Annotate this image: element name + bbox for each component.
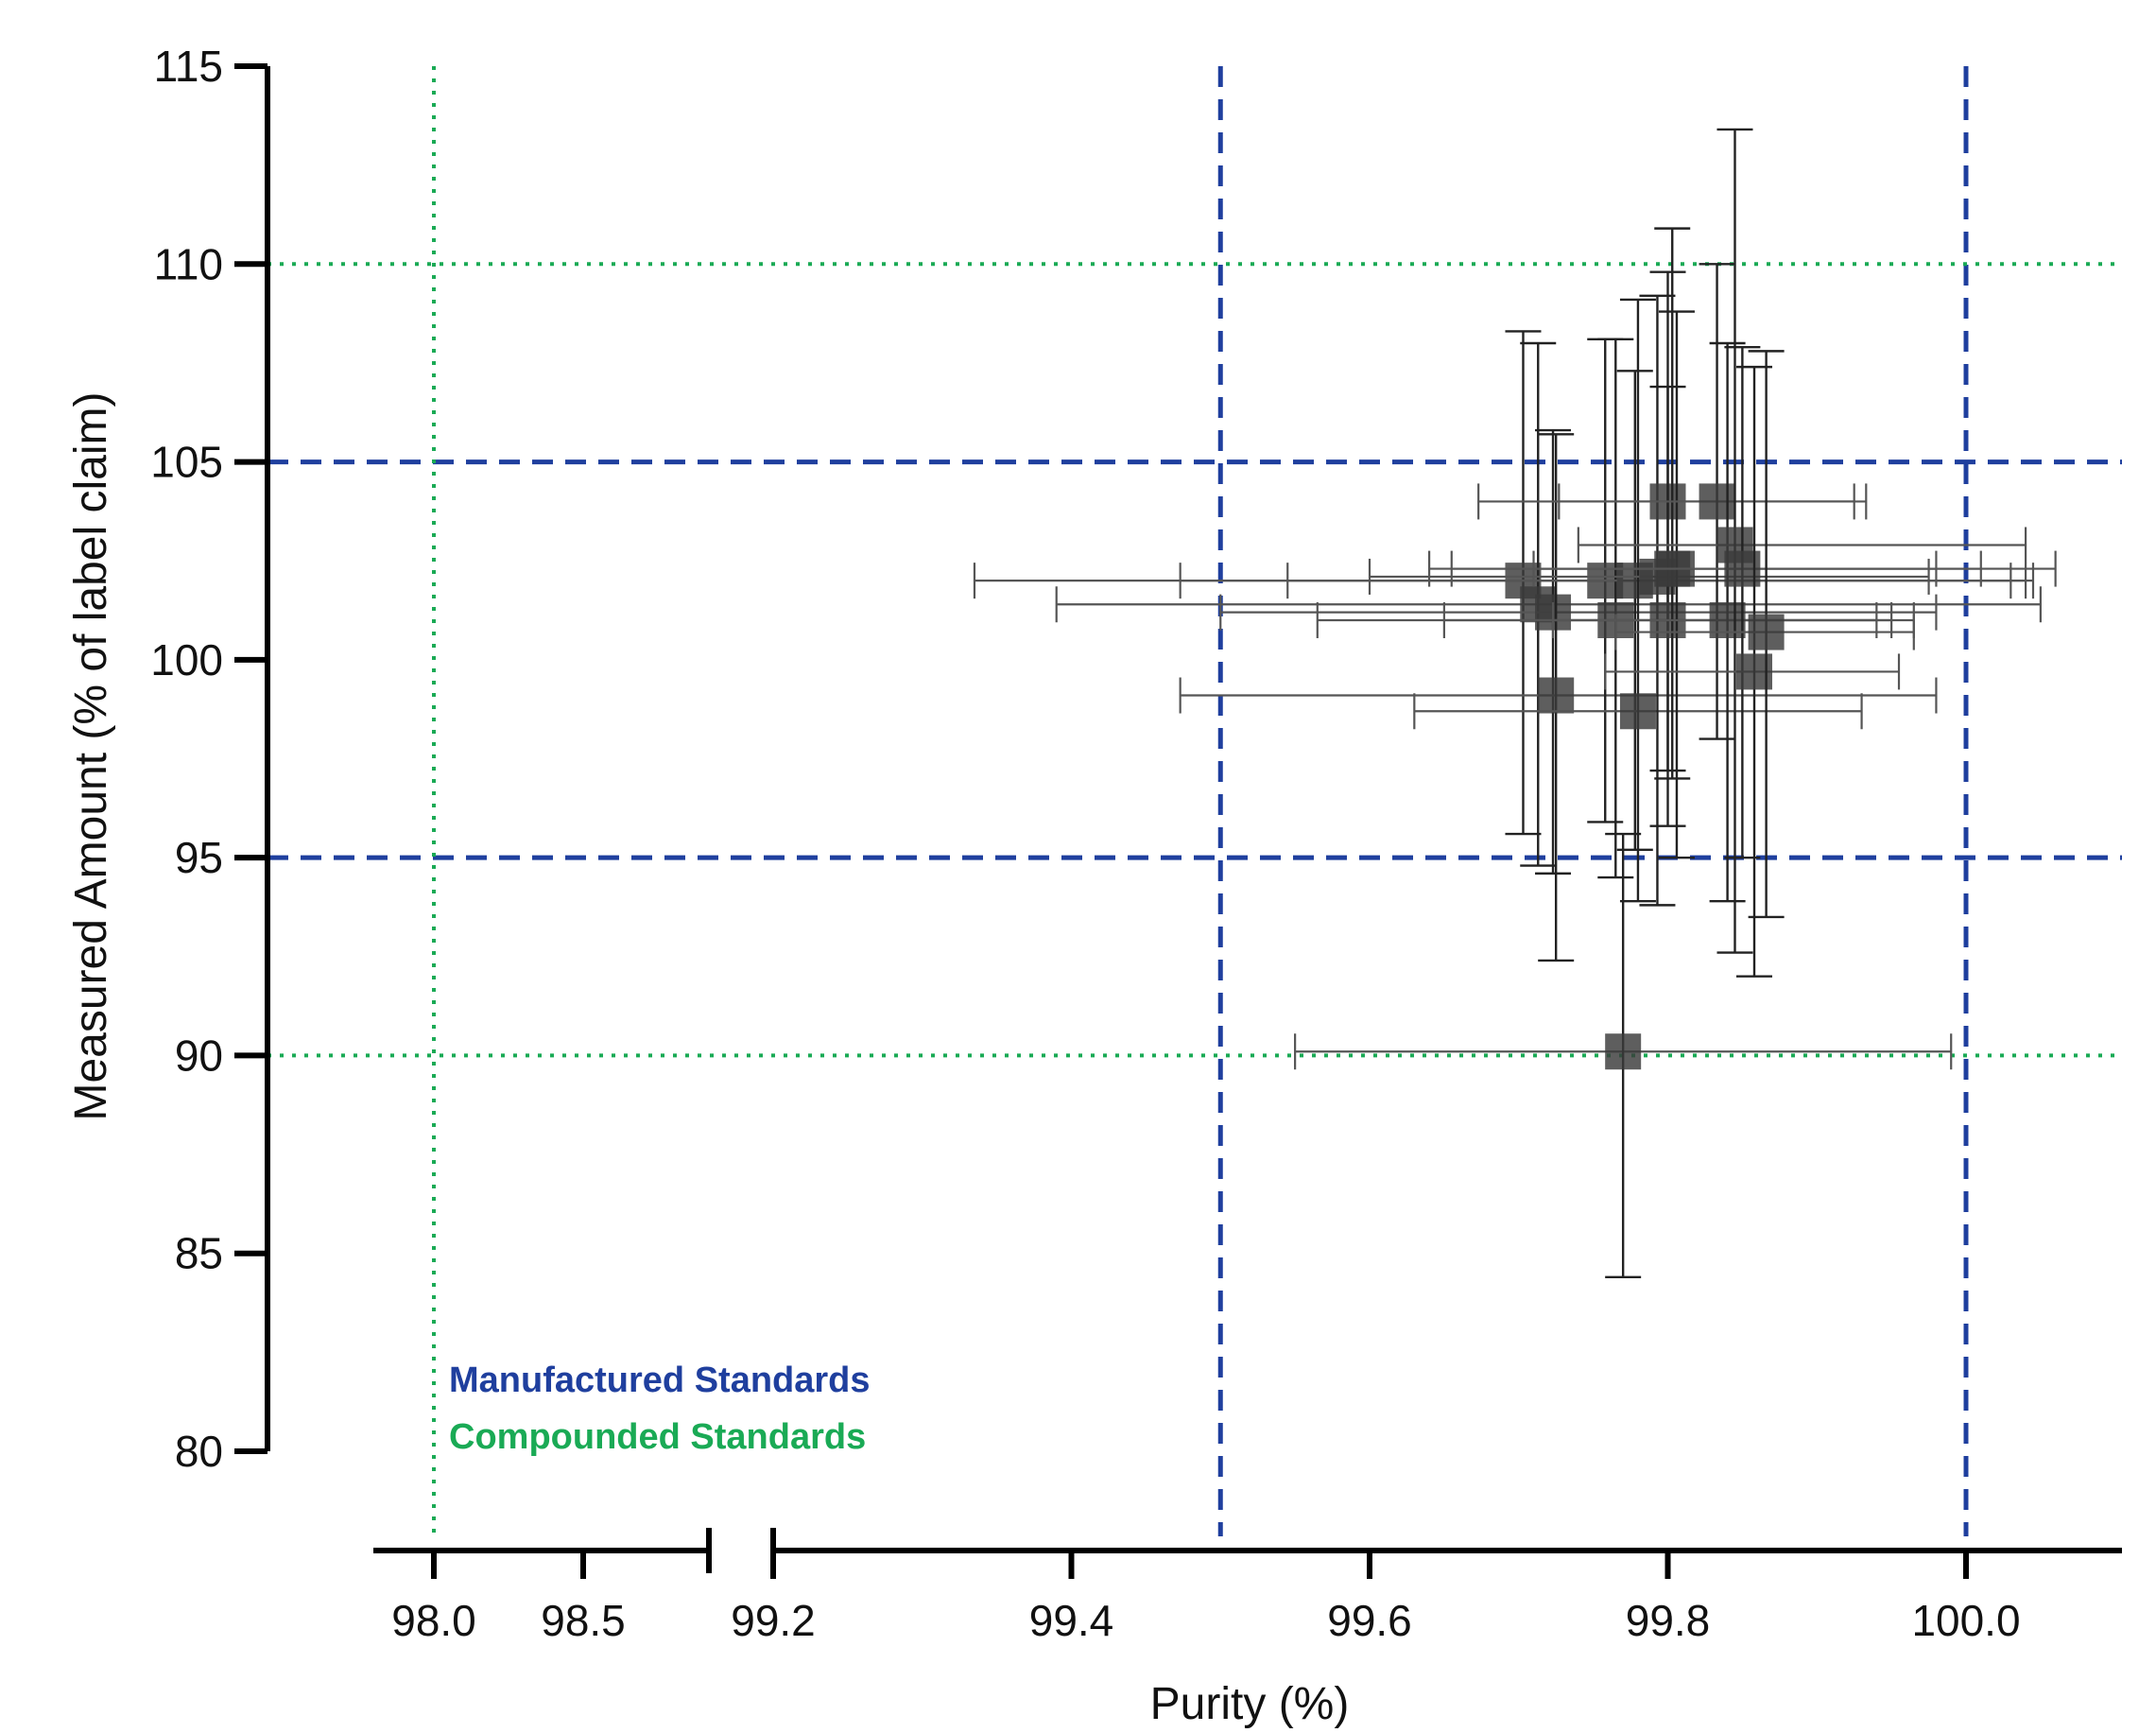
x-tick-label-99-8: 99.8 xyxy=(1626,1596,1711,1645)
data-marker xyxy=(1619,693,1656,730)
y-tick-label-95: 95 xyxy=(175,833,223,882)
x-tick-label-99-2: 99.2 xyxy=(731,1596,816,1645)
data-point-3 xyxy=(1219,428,1938,875)
y-tick-label-85: 85 xyxy=(175,1229,223,1278)
y-axis: 80 85 90 95 100 105 110 115 xyxy=(150,42,270,1476)
data-marker xyxy=(1699,483,1735,520)
y-tick-label-110: 110 xyxy=(154,239,223,288)
y-tick-label-115: 115 xyxy=(154,42,223,91)
y-tick-label-80: 80 xyxy=(175,1427,223,1476)
x-tick-label-99-6: 99.6 xyxy=(1327,1596,1412,1645)
data-point-6 xyxy=(1316,338,1915,879)
legend-compounded-standards: Compounded Standards xyxy=(449,1417,866,1457)
x-axis: 98.0 98.5 99.2 99.4 99.6 99.8 100.0 xyxy=(373,1528,2122,1645)
x-axis-title: Purity (%) xyxy=(1150,1679,1350,1729)
data-point-19 xyxy=(1604,365,1901,978)
data-point-20 xyxy=(1614,350,1915,919)
data-point-10 xyxy=(1368,294,1930,907)
y-axis-title: Measured Amount (% of label claim) xyxy=(66,392,116,1121)
x-tick-label-99-4: 99.4 xyxy=(1029,1596,1114,1645)
data-marker xyxy=(1538,677,1575,714)
data-point-9 xyxy=(1413,298,1863,903)
data-point-12 xyxy=(1442,385,1893,827)
y-tick-label-105: 105 xyxy=(150,438,223,487)
legend-manufactured-standards: Manufactured Standards xyxy=(449,1360,871,1400)
y-tick-label-90: 90 xyxy=(175,1031,223,1080)
data-point-17 xyxy=(1577,128,2027,954)
data-point-1 xyxy=(973,330,2027,836)
x-tick-label-98-0: 98.0 xyxy=(391,1596,476,1645)
data-marker xyxy=(1605,1033,1642,1070)
y-tick-label-100: 100 xyxy=(150,635,223,685)
reference-lines xyxy=(267,66,2122,1536)
data-point-7 xyxy=(1294,832,1953,1279)
data-marker xyxy=(1748,614,1785,650)
x-tick-label-98-5: 98.5 xyxy=(541,1596,626,1645)
data-point-4 xyxy=(1179,433,1938,962)
x-tick-label-100-0: 100.0 xyxy=(1911,1596,2020,1645)
data-points xyxy=(973,128,2057,1279)
